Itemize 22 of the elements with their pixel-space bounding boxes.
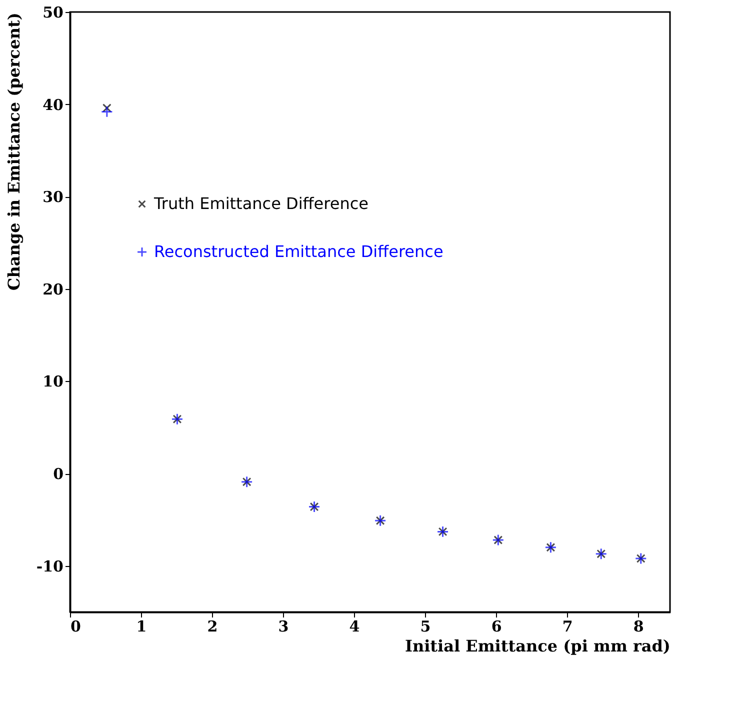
y-tick-label: 50 [42,4,64,22]
y-tick-label: 30 [42,188,64,206]
x-axis-title: Initial Emittance (pi mm rad) [404,636,670,656]
x-tick-label: 4 [349,618,360,636]
x-tick-label: 5 [420,618,431,636]
x-tick-label: 8 [633,618,644,636]
x-tick-label: 1 [136,618,147,636]
x-tick-label: 3 [278,618,289,636]
legend-label: Truth Emittance Difference [153,194,368,213]
y-tick-label: 40 [42,96,64,114]
y-tick-label: -10 [36,557,64,576]
legend-label: Reconstructed Emittance Difference [154,242,444,261]
x-tick-label: 6 [491,618,502,636]
x-tick-label: 0 [70,618,81,636]
x-tick-label: 2 [207,618,218,636]
y-tick-label: 0 [53,465,64,484]
y-tick-label: 10 [42,372,64,391]
point [102,104,112,112]
point [100,106,113,118]
x-tick-label: 7 [562,618,573,636]
y-tick-label: 20 [42,280,64,298]
y-axis-title: Change in Emittance (percent) [4,12,24,290]
